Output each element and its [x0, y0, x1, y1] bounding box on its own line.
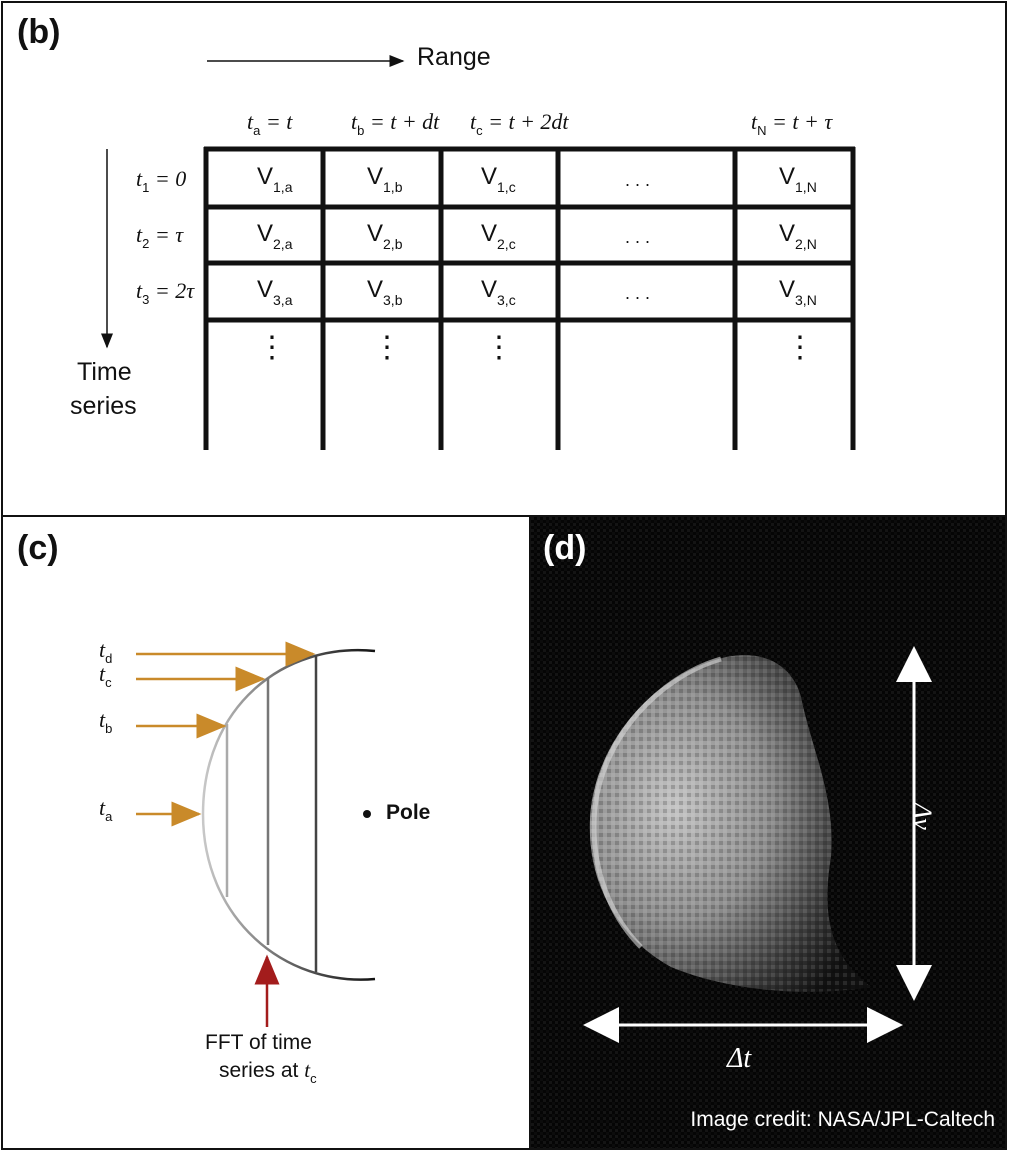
radar-image — [531, 517, 1005, 1148]
range-time-grid-svg — [101, 55, 856, 450]
asteroid-texture — [589, 655, 871, 992]
cell-ellipsis-1: . . . — [625, 170, 651, 190]
delta-v-label: Δν — [908, 803, 937, 830]
col-header-b: tb = t + dt — [351, 109, 440, 138]
col-header-c: tc = t + 2dt — [470, 109, 569, 138]
time-label: Time — [77, 358, 132, 386]
panel-d: (d) Δν Δt Image credit: NASA/JPL-Caltech — [529, 515, 1007, 1150]
cell-v-1-c: V1,c — [481, 163, 516, 195]
panel-b: (b) Range Time series ta = t tb = — [1, 1, 1007, 517]
label-tc: tc — [99, 661, 112, 690]
cell-ellipsis-3: . . . — [625, 283, 651, 303]
cell-v-2-c: V2,c — [481, 220, 516, 252]
panel-c-label: (c) — [17, 529, 59, 567]
panel-b-label: (b) — [17, 13, 61, 51]
series-label: series — [70, 392, 137, 420]
fft-caption-line2: series at tc — [219, 1058, 317, 1086]
cell-v-1-a: V1,a — [257, 163, 293, 195]
pole-dot — [363, 810, 371, 818]
image-credit: Image credit: NASA/JPL-Caltech — [690, 1108, 995, 1131]
cell-v-3-c: V3,c — [481, 276, 516, 308]
label-tb: tb — [99, 707, 113, 736]
col-header-a: ta = t — [247, 109, 293, 138]
cell-v-2-a: V2,a — [257, 220, 293, 252]
vdots-n: ⋮ — [785, 331, 815, 364]
cell-v-3-n: V3,N — [779, 276, 817, 308]
grid-lines — [203, 146, 856, 450]
delta-t-label: Δt — [727, 1043, 752, 1074]
pole-label: Pole — [386, 801, 431, 824]
cell-v-3-a: V3,a — [257, 276, 293, 308]
vdots-a: ⋮ — [257, 331, 287, 364]
panel-d-label: (d) — [543, 529, 587, 567]
range-label: Range — [417, 43, 491, 71]
label-td: td — [99, 637, 113, 666]
fft-caption-line1: FFT of time — [205, 1031, 312, 1054]
cell-ellipsis-2: . . . — [625, 227, 651, 247]
rotating-asteroid-diagram — [136, 641, 376, 1027]
row-header-1: t1 = 0 — [136, 166, 187, 195]
cell-v-2-b: V2,b — [367, 220, 403, 252]
panel-c: (c) td tc tb — [1, 515, 531, 1150]
cell-v-1-n: V1,N — [779, 163, 817, 195]
col-header-n: tN = t + τ — [751, 109, 833, 138]
vdots-b: ⋮ — [372, 331, 402, 364]
cell-v-2-n: V2,N — [779, 220, 817, 252]
row-header-3: t3 = 2τ — [136, 278, 195, 307]
row-header-2: t2 = τ — [136, 222, 184, 251]
vdots-c: ⋮ — [484, 331, 514, 364]
cell-v-3-b: V3,b — [367, 276, 403, 308]
label-ta: ta — [99, 795, 113, 824]
asteroid-limb-arc — [201, 648, 376, 981]
cell-v-1-b: V1,b — [367, 163, 403, 195]
